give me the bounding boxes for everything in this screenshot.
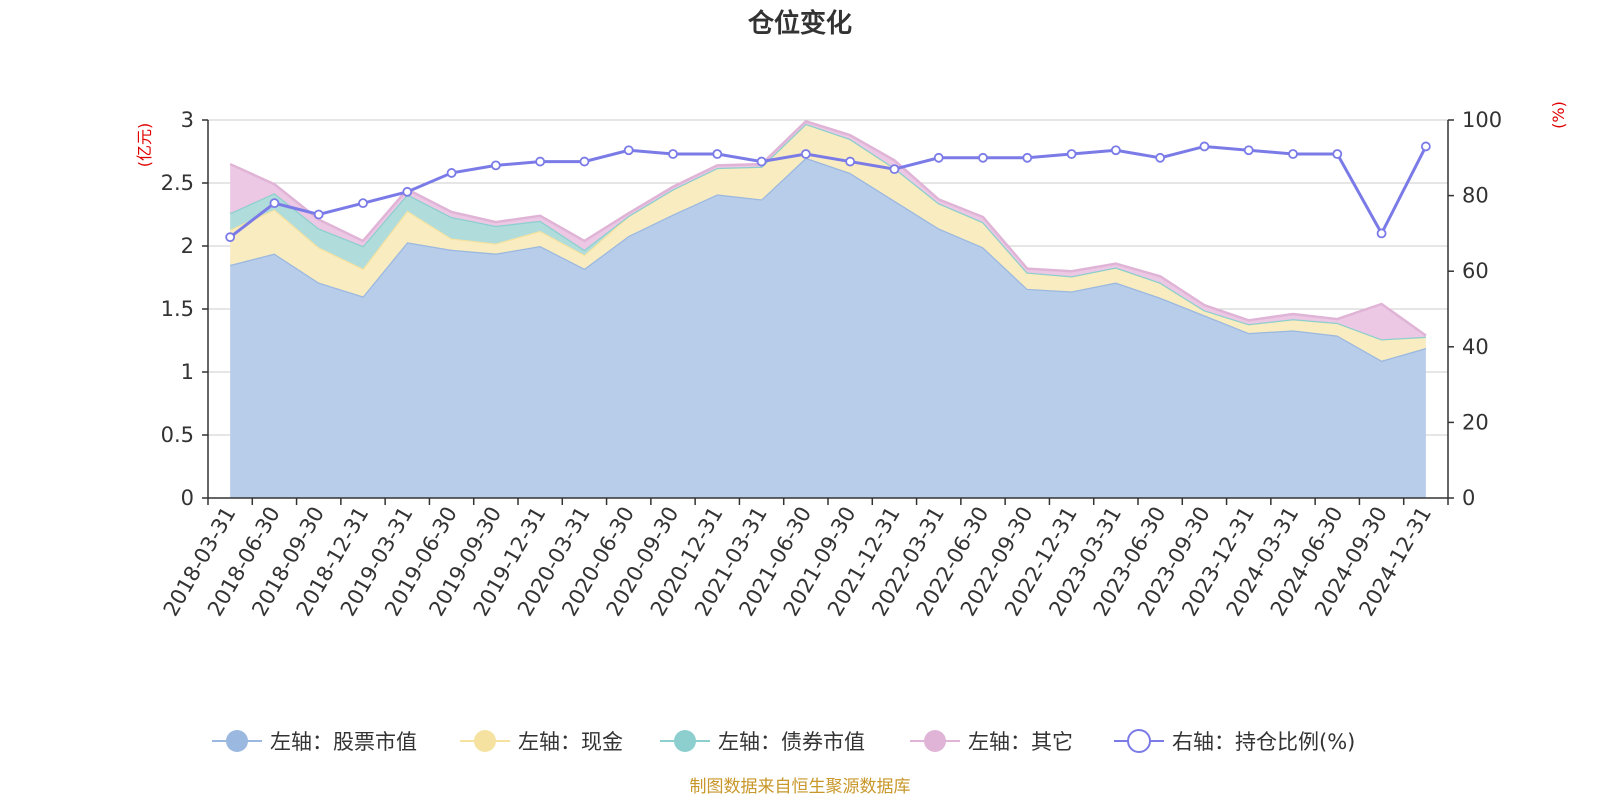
ratio-point [756, 156, 767, 167]
legend-marker-icon [924, 730, 946, 752]
ratio-point [579, 156, 590, 167]
ratio-point [358, 198, 368, 209]
ratio-point [490, 160, 501, 171]
left-tick-label: 3 [181, 108, 194, 132]
ratio-point [1155, 152, 1166, 163]
ratio-point [225, 232, 236, 243]
ratio-point [978, 152, 988, 163]
ratio-point [1110, 145, 1121, 156]
left-tick-label: 1.5 [161, 297, 194, 321]
ratio-point [535, 156, 546, 167]
left-tick-label: 2.5 [161, 171, 194, 195]
legend-marker-icon [674, 730, 696, 752]
chart-title: 仓位变化 [747, 8, 852, 39]
stacked-areas [229, 119, 1427, 499]
ratio-point [402, 186, 413, 197]
right-tick-label: 60 [1462, 259, 1489, 283]
right-axis-unit: (%) [1549, 101, 1568, 129]
ratio-point [668, 149, 678, 159]
ratio-point [800, 149, 811, 159]
legend-marker-icon [474, 730, 496, 752]
right-tick-label: 0 [1462, 486, 1475, 510]
ratio-point [1066, 149, 1077, 159]
ratio-point [1243, 145, 1254, 156]
legend-label: 右轴：持仓比例(%) [1172, 730, 1355, 754]
right-tick-label: 100 [1462, 108, 1502, 132]
area-左轴：债券市值 [230, 123, 1426, 340]
left-tick-label: 2 [181, 234, 194, 258]
ratio-point [1376, 228, 1387, 239]
right-tick-label: 20 [1462, 410, 1489, 434]
left-tick-label: 0.5 [161, 423, 194, 447]
legend-label: 左轴：债券市值 [718, 730, 865, 754]
right-tick-label: 40 [1462, 335, 1489, 359]
left-tick-label: 1 [181, 360, 194, 384]
ratio-point [1199, 141, 1210, 152]
ratio-point [889, 164, 900, 175]
ratio-point [1420, 141, 1431, 152]
legend-label: 左轴：股票市值 [270, 730, 417, 754]
ratio-point [933, 152, 944, 163]
source-note: 制图数据来自恒生聚源数据库 [690, 777, 911, 797]
legend-marker-icon [1127, 729, 1151, 753]
ratio-point [623, 145, 634, 156]
legend-item: 右轴：持仓比例(%) [1114, 729, 1355, 754]
ratio-point [1022, 152, 1033, 163]
legend-item: 左轴：其它 [910, 730, 1073, 754]
ratio-point [845, 156, 856, 167]
right-tick-label: 80 [1462, 184, 1489, 208]
ratio-line-path [229, 144, 1428, 239]
area-左轴：现金 [230, 123, 1426, 361]
legend-label: 左轴：其它 [968, 730, 1073, 754]
ratio-point [712, 149, 723, 159]
ratio-point [313, 209, 324, 220]
ratio-point [1288, 149, 1298, 159]
legend: 左轴：股票市值 左轴：现金 左轴：债券市值 左轴：其它 右轴：持仓比例(%) [212, 729, 1355, 754]
area-左轴：其它 [230, 121, 1426, 340]
legend-item: 左轴：现金 [460, 730, 623, 754]
legend-marker-icon [226, 730, 248, 752]
left-axis-unit: (亿元) [135, 123, 154, 168]
legend-label: 左轴：现金 [518, 730, 623, 754]
legend-item: 左轴：债券市值 [660, 730, 865, 754]
left-tick-label: 0 [181, 486, 194, 510]
ratio-point [269, 198, 280, 209]
legend-item: 左轴：股票市值 [212, 730, 417, 754]
position-ratio-line [225, 141, 1431, 243]
ratio-point [446, 168, 457, 178]
area-line-左轴：其它 [229, 119, 1427, 337]
ratio-point [1332, 149, 1343, 159]
area-左轴：股票市值 [230, 157, 1426, 499]
